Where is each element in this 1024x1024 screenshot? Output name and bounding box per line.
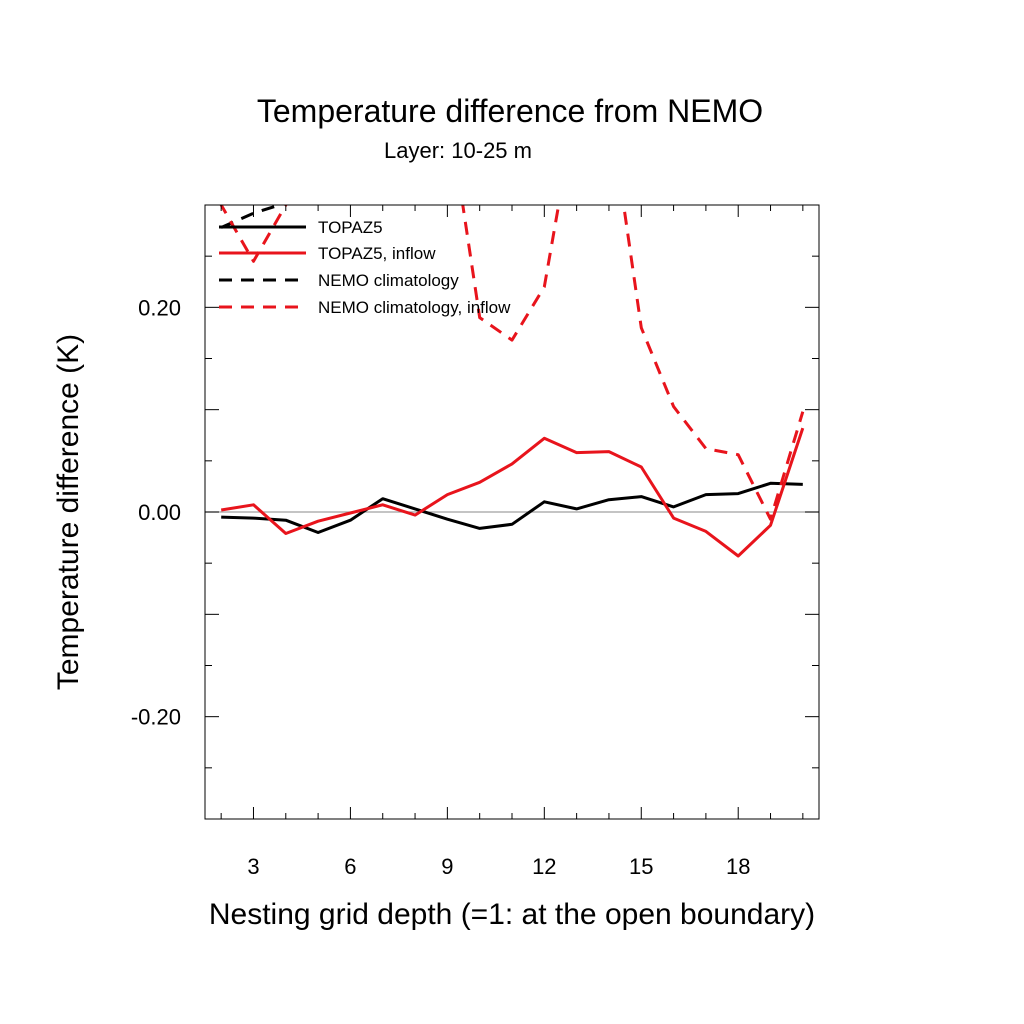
x-tick-label: 15 <box>629 854 653 879</box>
x-tick-label: 9 <box>441 854 453 879</box>
x-tick-label: 3 <box>247 854 259 879</box>
x-tick-label: 18 <box>726 854 750 879</box>
x-tick-label: 12 <box>532 854 556 879</box>
ticks-group <box>205 204 819 820</box>
series-line-1 <box>220 427 805 558</box>
x-axis-label: Nesting grid depth (=1: at the open boun… <box>209 898 815 931</box>
y-tick-label: 0.00 <box>138 500 181 525</box>
y-tick-label: 0.20 <box>138 295 181 320</box>
chart-title: Temperature difference from NEMO <box>257 93 763 129</box>
series-line-3 <box>219 205 805 521</box>
legend: TOPAZ5 TOPAZ5, inflow NEMO climatology NEMO… <box>219 218 511 317</box>
legend-label: NEMO climatology, inflow <box>318 298 511 317</box>
legend-label: TOPAZ5, inflow <box>318 244 436 263</box>
y-tick-label: -0.20 <box>131 705 181 730</box>
chart-subtitle: Layer: 10-25 m <box>384 138 532 163</box>
x-tick-label: 6 <box>344 854 356 879</box>
series-line-2 <box>220 205 285 229</box>
series-line-0 <box>221 481 803 534</box>
legend-label: NEMO climatology <box>318 271 459 290</box>
y-axis-label: Temperature difference (K) <box>52 334 85 690</box>
tick-labels-group: 3 6 9 12 15 18 -0.20 0.00 0.20 <box>131 295 751 879</box>
series-group <box>219 205 805 558</box>
legend-label: TOPAZ5 <box>318 218 383 237</box>
